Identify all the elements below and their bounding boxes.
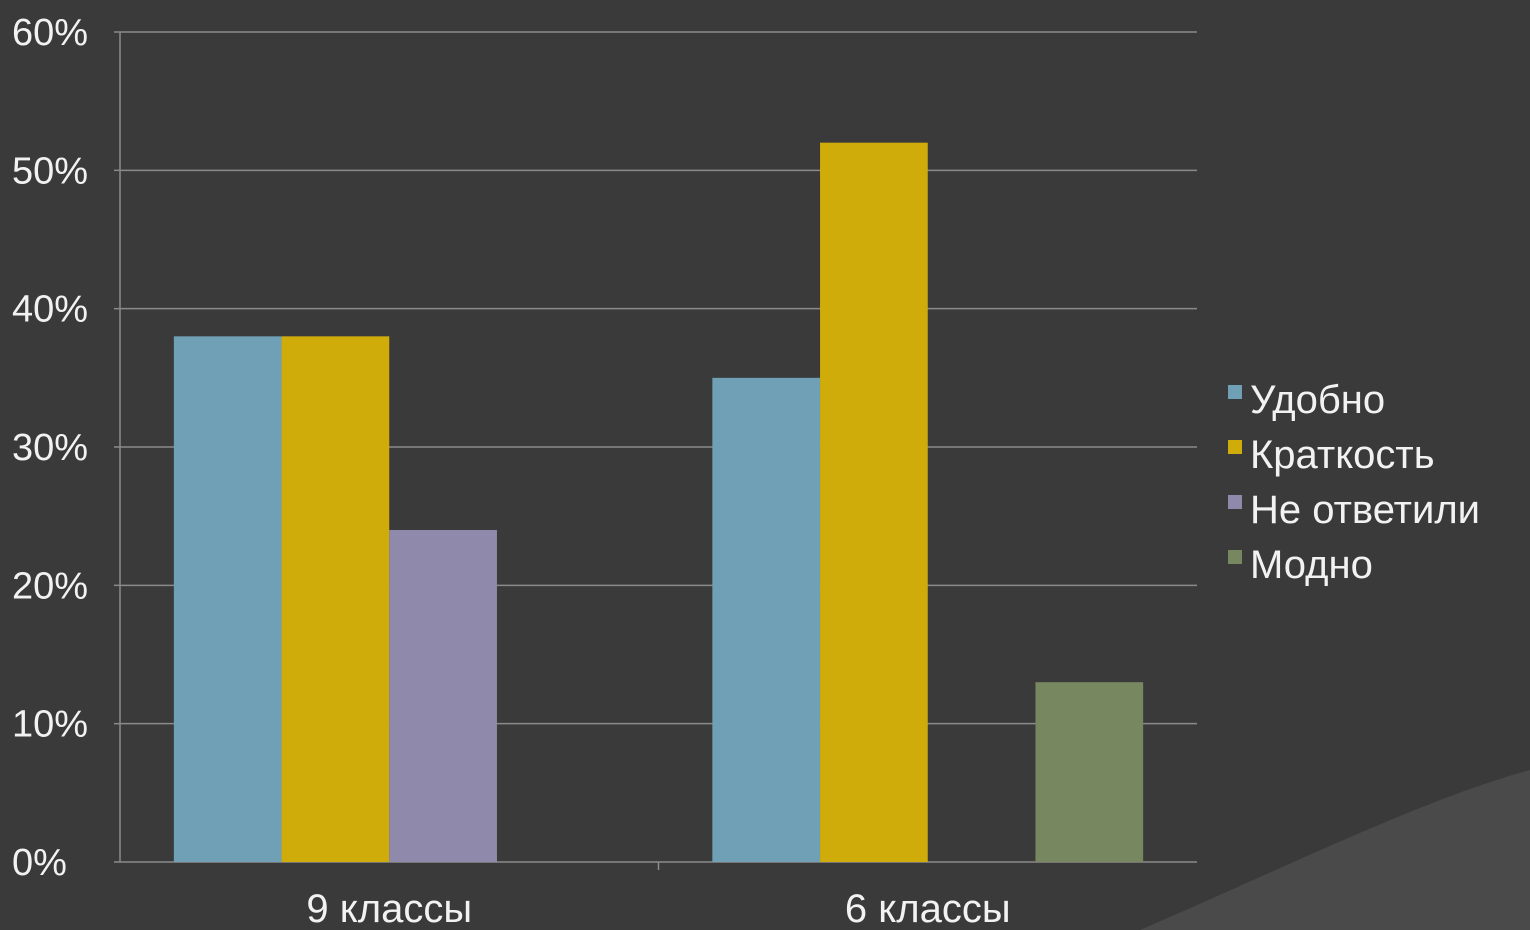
y-tick-label: 10% (12, 704, 88, 746)
bar-1-cat-1 (173, 336, 282, 862)
bars (173, 142, 1144, 862)
x-category-label: 6 классы (845, 887, 1011, 930)
legend-label: Удобно (1250, 378, 1385, 422)
bar-2-cat-2 (820, 142, 928, 862)
y-tick-label: 0% (12, 842, 67, 884)
y-tick-label: 40% (12, 289, 88, 331)
y-tick-label: 20% (12, 565, 88, 607)
y-tick-label: 60% (12, 12, 88, 54)
bar-1-cat-2 (712, 377, 821, 862)
decorative-swoosh (1140, 770, 1530, 930)
bar-2-cat-1 (281, 336, 390, 862)
legend-label: Модно (1250, 543, 1373, 587)
y-tick-label: 50% (12, 150, 88, 192)
legend-label: Краткость (1250, 433, 1435, 477)
legend-swatch (1228, 550, 1242, 564)
legend-swatch (1228, 495, 1242, 509)
legend-label: Не ответили (1250, 488, 1480, 532)
bar-4-cat-2 (1035, 682, 1144, 862)
legend: Удобно Краткость Не ответили Модно (1228, 378, 1480, 587)
legend-swatch (1228, 440, 1242, 454)
y-axis-ticks: 0% 10% 20% 30% 40% 50% 60% (12, 12, 88, 884)
x-axis-categories: 9 классы 6 классы (306, 887, 1010, 930)
legend-swatch (1228, 385, 1242, 399)
x-category-label: 9 классы (306, 887, 472, 930)
y-tick-label: 30% (12, 427, 88, 469)
bar-3-cat-1 (389, 530, 497, 862)
